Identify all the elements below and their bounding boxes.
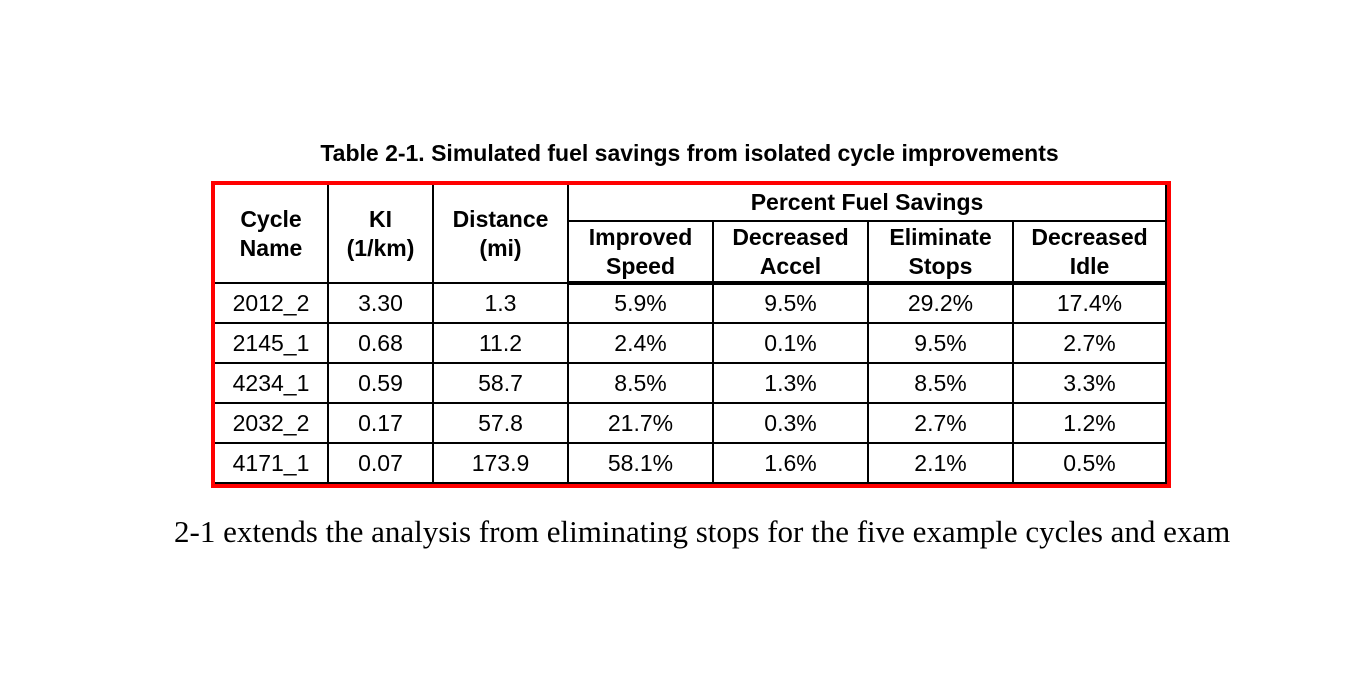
- table-cell: 21.7%: [567, 402, 714, 444]
- table-cell: 0.59: [327, 362, 434, 404]
- table-cell: 1.3: [432, 282, 569, 324]
- table-cell: 9.5%: [867, 322, 1014, 364]
- column-header-decreased-idle: Decreased Idle: [1011, 220, 1168, 285]
- table-row: 2032_2 0.17 57.8 21.7% 0.3% 2.7% 1.2%: [215, 402, 1168, 444]
- table-cell: 57.8: [432, 402, 569, 444]
- table-cell: 2032_2: [215, 402, 329, 444]
- table-cell: 29.2%: [867, 282, 1014, 324]
- table-cell: 2.7%: [1011, 322, 1168, 364]
- column-header-decreased-accel: Decreased Accel: [712, 220, 869, 285]
- table-cell: 0.5%: [1011, 442, 1168, 484]
- table-cell: 8.5%: [567, 362, 714, 404]
- table-cell: 58.7: [432, 362, 569, 404]
- table-cell: 11.2: [432, 322, 569, 364]
- table-cell: 1.2%: [1011, 402, 1168, 444]
- table-cell: 17.4%: [1011, 282, 1168, 324]
- body-text-line: 2-1 extends the analysis from eliminatin…: [174, 514, 1231, 549]
- column-header-distance: Distance (mi): [432, 185, 569, 284]
- table-cell: 3.3%: [1011, 362, 1168, 404]
- column-header-cycle-name: Cycle Name: [215, 185, 329, 284]
- table-cell: 0.1%: [712, 322, 869, 364]
- table-row: 2145_1 0.68 11.2 2.4% 0.1% 9.5% 2.7%: [215, 322, 1168, 364]
- column-header-ki: KI (1/km): [327, 185, 434, 284]
- table-cell: 1.3%: [712, 362, 869, 404]
- table-cell: 0.3%: [712, 402, 869, 444]
- table-row: 4171_1 0.07 173.9 58.1% 1.6% 2.1% 0.5%: [215, 442, 1168, 484]
- table-header-row: Cycle Name KI (1/km) Distance (mi) Perce…: [215, 185, 1168, 284]
- table-cell: 3.30: [327, 282, 434, 324]
- table-cell: 5.9%: [567, 282, 714, 324]
- table-title: Table 2-1. Simulated fuel savings from i…: [320, 140, 1059, 166]
- table-cell: 173.9: [432, 442, 569, 484]
- table-cell: 0.17: [327, 402, 434, 444]
- table-cell: 2.4%: [567, 322, 714, 364]
- table-cell: 58.1%: [567, 442, 714, 484]
- table-cell: 2012_2: [215, 282, 329, 324]
- table-subheader-row: Improved Speed Decreased Accel Eliminate…: [215, 220, 1168, 285]
- table-cell: 8.5%: [867, 362, 1014, 404]
- table-row: 4234_1 0.59 58.7 8.5% 1.3% 8.5% 3.3%: [215, 362, 1168, 404]
- table-cell: 1.6%: [712, 442, 869, 484]
- table-cell: 4234_1: [215, 362, 329, 404]
- column-header-eliminate-stops: Eliminate Stops: [867, 220, 1014, 285]
- table-cell: 0.68: [327, 322, 434, 364]
- table-frame: Cycle Name KI (1/km) Distance (mi) Perce…: [211, 181, 1172, 488]
- fuel-savings-table: Cycle Name KI (1/km) Distance (mi) Perce…: [215, 185, 1168, 484]
- table-cell: 0.07: [327, 442, 434, 484]
- table-row: 2012_2 3.30 1.3 5.9% 9.5% 29.2% 17.4%: [215, 282, 1168, 324]
- table-cell: 2145_1: [215, 322, 329, 364]
- table-cell: 2.1%: [867, 442, 1014, 484]
- table-cell: 2.7%: [867, 402, 1014, 444]
- table-cell: 4171_1: [215, 442, 329, 484]
- table-cell: 9.5%: [712, 282, 869, 324]
- column-group-header-percent-fuel-savings: Percent Fuel Savings: [566, 185, 1168, 222]
- column-header-improved-speed: Improved Speed: [567, 220, 714, 285]
